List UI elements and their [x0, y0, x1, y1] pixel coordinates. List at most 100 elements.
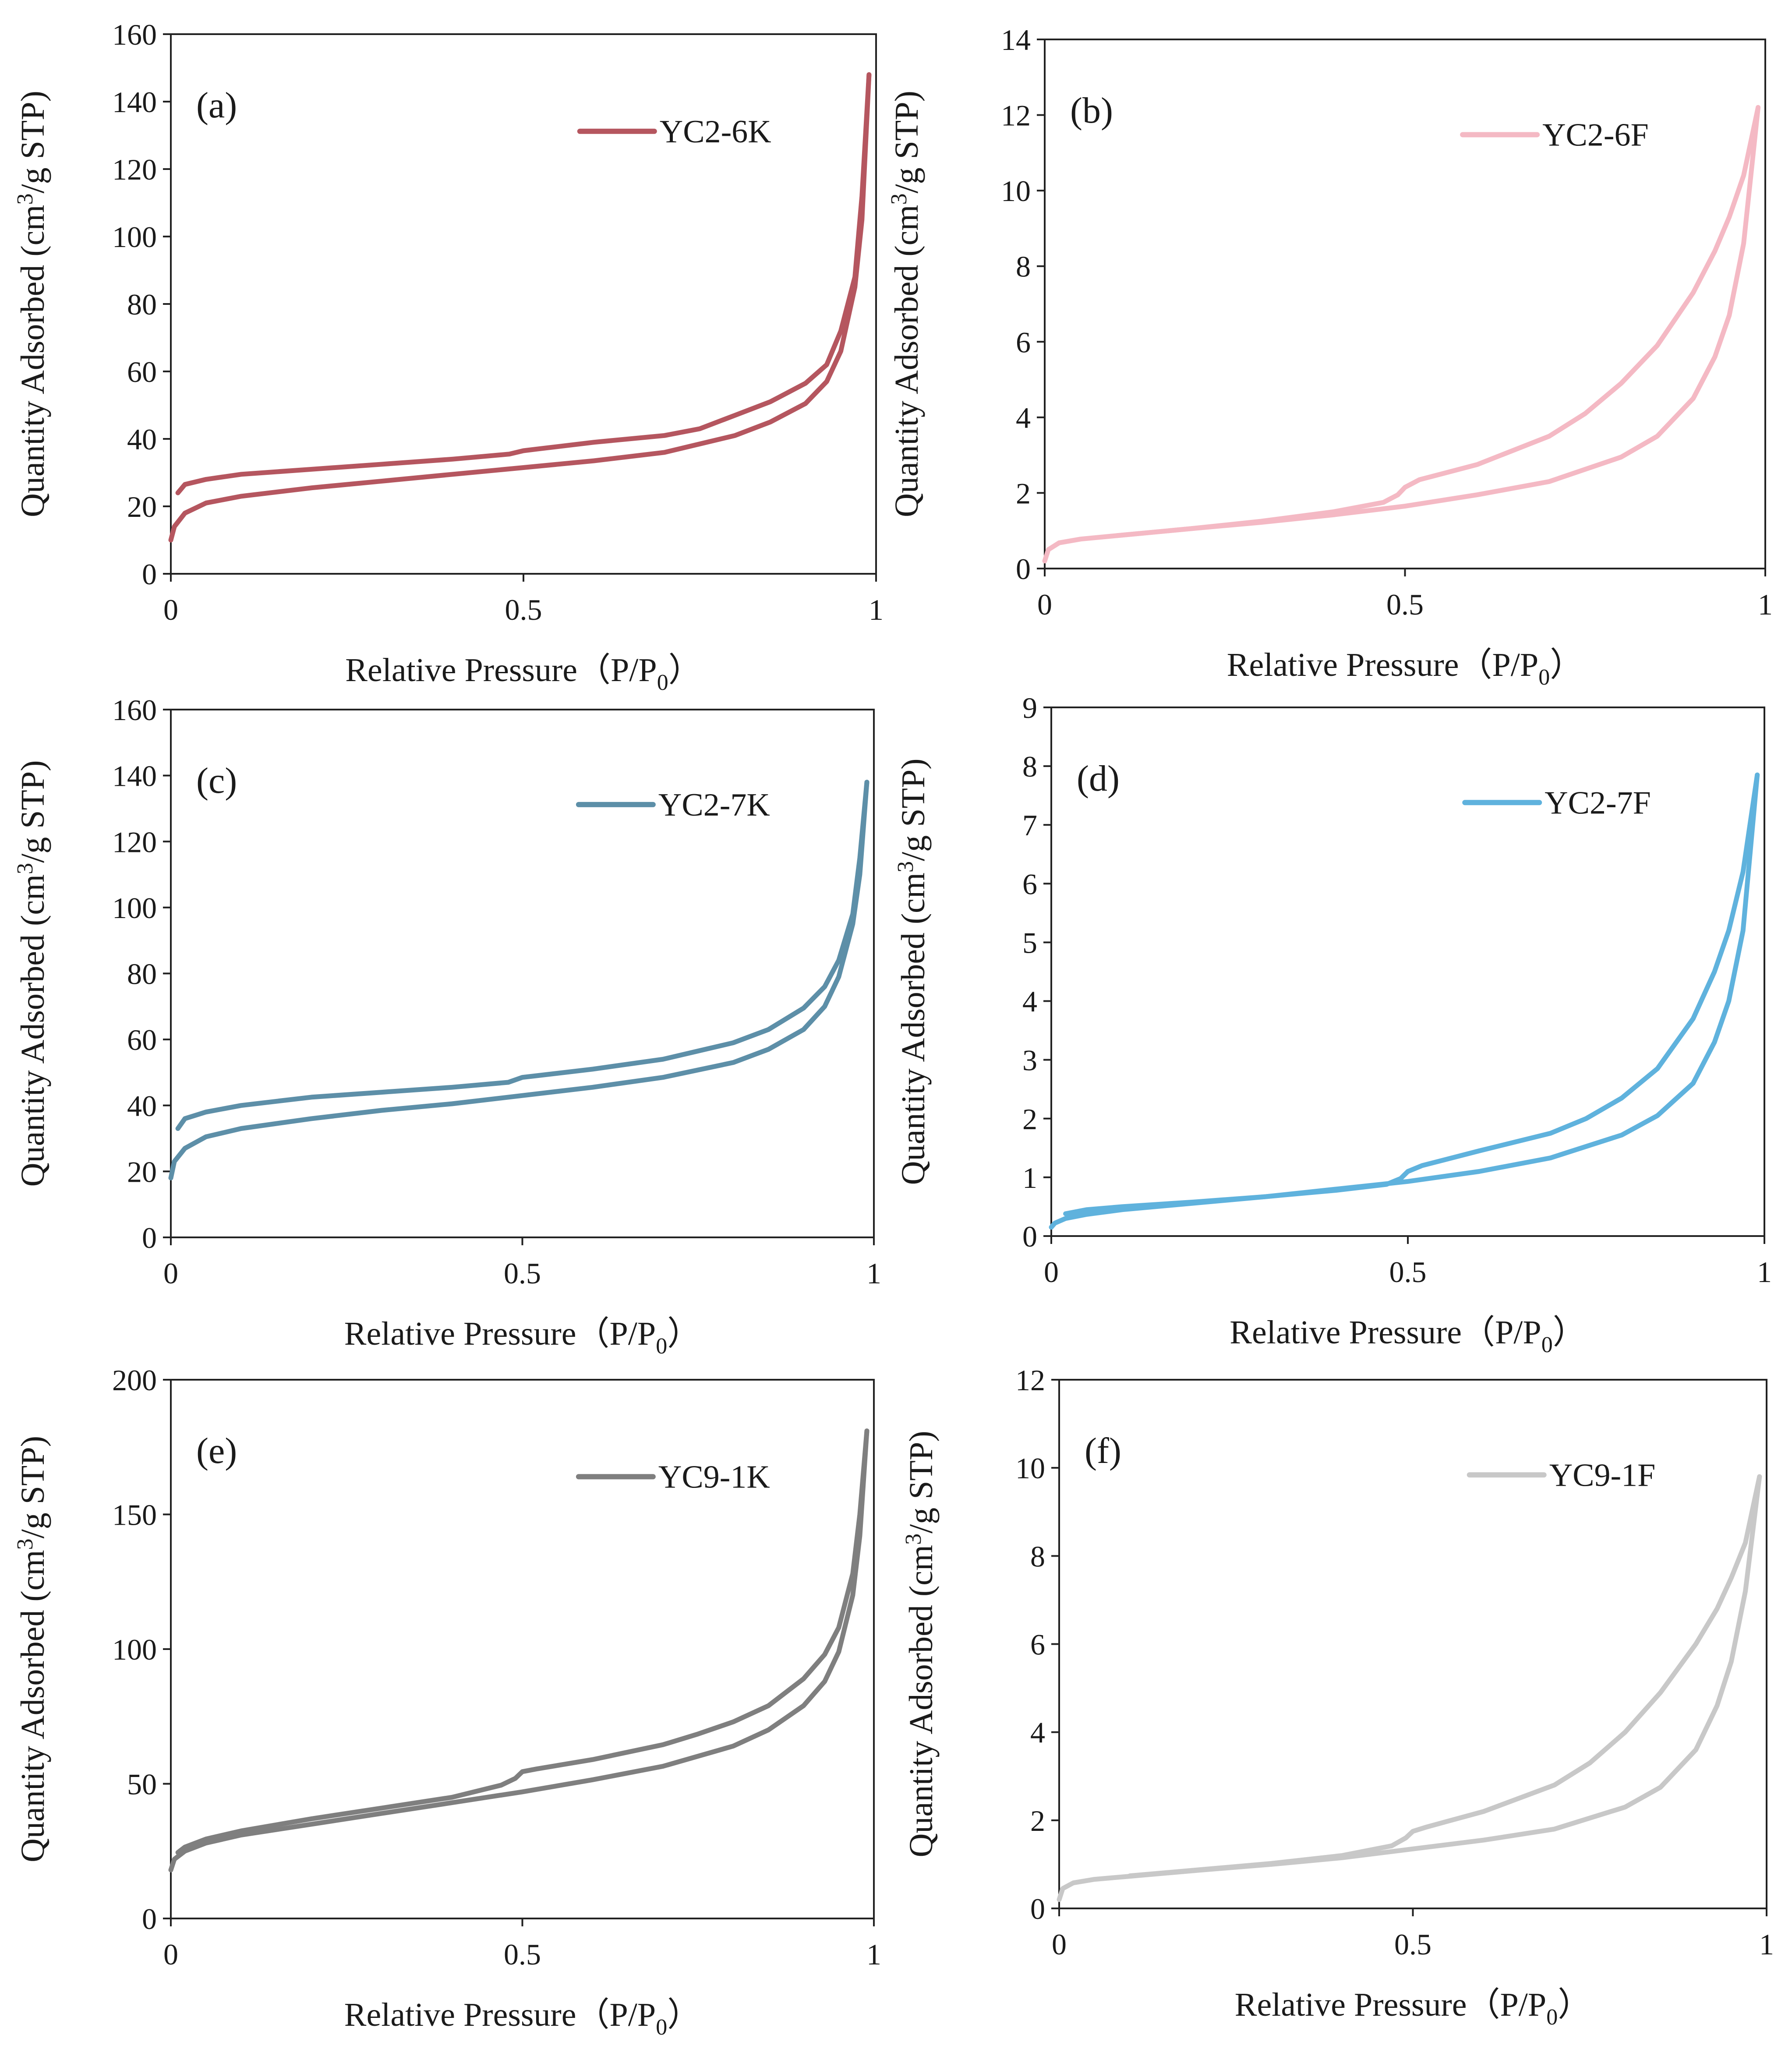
legend-label: YC2-7K [658, 787, 770, 823]
y-tick-label: 60 [127, 355, 157, 389]
chart-panel-c: 0 20 40 60 80 100 120 140 160 0 0.5 1 (c) YC2-7K Relat… [13, 693, 881, 1359]
y-axis-title: Quantity Adsorbed (cm3/g STP) [13, 760, 51, 1187]
y-tick-label: 160 [112, 18, 157, 51]
desorption-curve [175, 1428, 869, 1855]
y-tick-label: 0 [1030, 1892, 1045, 1925]
y-tick-label: 20 [127, 490, 157, 523]
plot-frame [1050, 707, 1765, 1237]
x-axis-title: Relative Pressure（P/P0） [344, 1996, 700, 2040]
y-tick-label: 4 [1016, 401, 1031, 435]
x-tick-label: 1 [1758, 588, 1773, 621]
x-axis-title: Relative Pressure（P/P0） [344, 1315, 700, 1359]
y-tick-label: 6 [1022, 867, 1037, 901]
x-tick-label: 0.5 [1389, 1255, 1427, 1289]
y-axis-title: Quantity Adsorbed (cm3/g STP) [901, 1431, 940, 1858]
desorption-curve [175, 780, 869, 1131]
legend-label: YC9-1F [1549, 1457, 1656, 1493]
y-tick-label: 20 [127, 1155, 157, 1188]
chart-panel-e: 0 50 100 150 200 0 0.5 1 (e) YC9-1K Relative Press… [13, 1364, 881, 2040]
y-tick-label: 0 [142, 1221, 157, 1254]
legend-label: YC2-7F [1545, 785, 1651, 821]
y-axis-title: Quantity Adsorbed (cm3/g STP) [887, 91, 925, 517]
x-tick-label: 0.5 [504, 1938, 541, 1971]
x-tick-label: 1 [869, 593, 884, 626]
panel-label: (f) [1085, 1431, 1121, 1471]
x-axis-title: Relative Pressure（P/P0） [345, 652, 701, 695]
y-tick-label: 200 [112, 1364, 157, 1397]
y-tick-label: 80 [127, 288, 157, 321]
adsorption-curve [1049, 772, 1760, 1230]
y-tick-label: 0 [142, 1902, 157, 1936]
x-tick-label: 0 [163, 593, 178, 626]
y-tick-label: 40 [127, 1089, 157, 1123]
y-tick-label: 7 [1022, 809, 1037, 842]
legend-label: YC2-6K [660, 114, 771, 150]
y-tick-label: 2 [1016, 477, 1031, 510]
y-tick-label: 12 [1001, 99, 1031, 132]
desorption-curve [1114, 105, 1761, 538]
x-tick-label: 0.5 [1394, 1928, 1431, 1961]
y-tick-label: 3 [1022, 1044, 1037, 1077]
y-tick-label: 9 [1022, 691, 1037, 724]
y-tick-label: 100 [112, 891, 157, 925]
adsorption-curve [1042, 105, 1761, 564]
x-tick-label: 0.5 [505, 593, 542, 626]
y-axis-title: Quantity Adsorbed (cm3/g STP) [13, 1436, 51, 1862]
x-tick-label: 0 [163, 1938, 178, 1971]
y-tick-label: 0 [1016, 552, 1031, 586]
legend-label: YC2-6F [1542, 117, 1649, 153]
x-axis-title: Relative Pressure（P/P0） [1227, 646, 1583, 690]
x-tick-label: 1 [1757, 1255, 1772, 1289]
x-tick-label: 0 [1052, 1928, 1067, 1961]
y-axis-title: Quantity Adsorbed (cm3/g STP) [13, 91, 51, 517]
y-tick-label: 2 [1030, 1804, 1045, 1837]
y-tick-label: 8 [1030, 1540, 1045, 1573]
x-tick-label: 0.5 [504, 1257, 541, 1290]
y-tick-label: 150 [112, 1498, 157, 1532]
x-tick-label: 0 [163, 1257, 178, 1290]
panel-label: (a) [196, 85, 237, 126]
y-tick-label: 40 [127, 423, 157, 456]
chart-panel-a: 0 20 40 60 80 100 120 140 160 0 0.5 1 (a) YC2-6K Relat… [13, 18, 884, 695]
y-tick-label: 1 [1022, 1161, 1037, 1194]
x-tick-label: 1 [866, 1257, 881, 1290]
desorption-curve [175, 72, 872, 495]
y-axis-title: Quantity Adsorbed (cm3/g STP) [893, 759, 932, 1185]
legend-label: YC9-1K [658, 1459, 770, 1495]
desorption-curve [1063, 772, 1760, 1216]
x-axis-title: Relative Pressure（P/P0） [1235, 1986, 1591, 2030]
y-tick-label: 120 [112, 153, 157, 186]
y-tick-label: 100 [112, 220, 157, 254]
y-tick-label: 6 [1016, 325, 1031, 359]
adsorption-curve [168, 1428, 869, 1872]
x-tick-label: 1 [866, 1938, 881, 1971]
y-tick-label: 8 [1022, 750, 1037, 783]
panel-label: (c) [196, 760, 237, 801]
x-tick-label: 1 [1759, 1928, 1774, 1961]
adsorption-curve [1057, 1474, 1762, 1902]
adsorption-curve [168, 72, 872, 543]
y-tick-label: 0 [142, 558, 157, 591]
y-tick-label: 140 [112, 85, 157, 119]
y-tick-label: 120 [112, 825, 157, 858]
x-tick-label: 0 [1037, 588, 1052, 621]
y-tick-label: 14 [1001, 23, 1031, 57]
chart-panel-b: 0 2 4 6 8 10 12 14 0 0.5 1 (b) YC2-6F Relative Pressu… [887, 23, 1773, 690]
adsorption-curve [168, 780, 869, 1180]
chart-panel-f: 0 2 4 6 8 10 12 0 0.5 1 (f) YC9-1F Relative Pressure… [901, 1364, 1774, 2030]
desorption-curve [1128, 1474, 1762, 1879]
y-tick-label: 8 [1016, 250, 1031, 283]
panel-label: (e) [196, 1431, 237, 1471]
y-tick-label: 10 [1015, 1452, 1045, 1485]
y-tick-label: 80 [127, 957, 157, 991]
y-tick-label: 2 [1022, 1102, 1037, 1136]
y-tick-label: 100 [112, 1633, 157, 1666]
y-tick-label: 6 [1030, 1628, 1045, 1661]
chart-panel-d: 0 1 2 3 4 5 6 7 8 9 0 0.5 1 (d) YC2-7F Relative Pressur… [893, 691, 1772, 1357]
y-tick-label: 5 [1022, 926, 1037, 959]
y-tick-label: 10 [1001, 174, 1031, 208]
x-tick-label: 0.5 [1386, 588, 1424, 621]
x-tick-label: 0 [1044, 1255, 1059, 1289]
y-tick-label: 12 [1015, 1364, 1045, 1397]
